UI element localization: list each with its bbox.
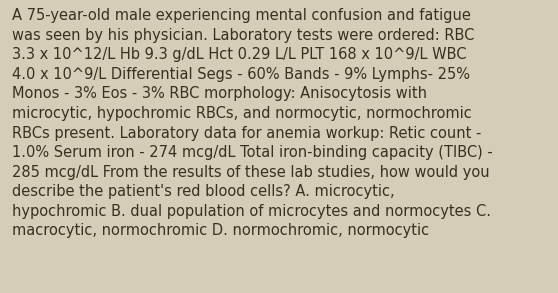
Text: A 75-year-old male experiencing mental confusion and fatigue
was seen by his phy: A 75-year-old male experiencing mental c… [12,8,493,239]
